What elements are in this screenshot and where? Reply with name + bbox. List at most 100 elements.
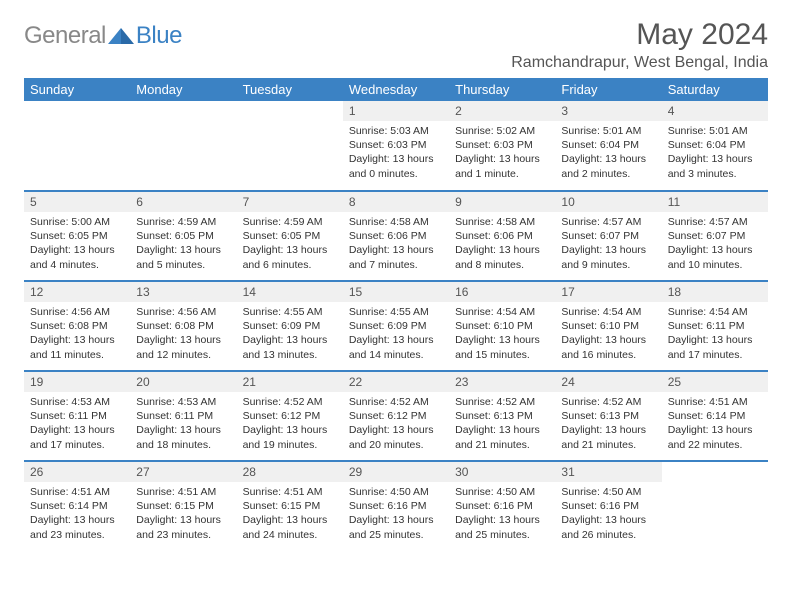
day-content: Sunrise: 4:58 AMSunset: 6:06 PMDaylight:… <box>449 212 555 278</box>
day-text-line: Daylight: 13 hours <box>455 423 549 437</box>
location-label: Ramchandrapur, West Bengal, India <box>511 54 768 72</box>
calendar-cell: 4Sunrise: 5:01 AMSunset: 6:04 PMDaylight… <box>662 101 768 191</box>
day-text-line: Daylight: 13 hours <box>243 513 337 527</box>
day-text-line: Sunrise: 4:52 AM <box>243 395 337 409</box>
day-number: 26 <box>24 462 130 482</box>
day-content: Sunrise: 4:53 AMSunset: 6:11 PMDaylight:… <box>24 392 130 458</box>
calendar-cell <box>130 101 236 191</box>
calendar-cell: 11Sunrise: 4:57 AMSunset: 6:07 PMDayligh… <box>662 191 768 281</box>
day-text-line: Sunset: 6:14 PM <box>668 409 762 423</box>
day-text-line: Daylight: 13 hours <box>136 243 230 257</box>
day-text-line: and 19 minutes. <box>243 438 337 452</box>
day-text-line: and 4 minutes. <box>30 258 124 272</box>
day-content: Sunrise: 4:55 AMSunset: 6:09 PMDaylight:… <box>237 302 343 368</box>
month-title: May 2024 <box>511 18 768 52</box>
calendar-table: SundayMondayTuesdayWednesdayThursdayFrid… <box>24 78 768 551</box>
calendar-cell: 10Sunrise: 4:57 AMSunset: 6:07 PMDayligh… <box>555 191 661 281</box>
day-number: 28 <box>237 462 343 482</box>
calendar-cell: 8Sunrise: 4:58 AMSunset: 6:06 PMDaylight… <box>343 191 449 281</box>
day-text-line: and 15 minutes. <box>455 348 549 362</box>
day-content: Sunrise: 4:54 AMSunset: 6:11 PMDaylight:… <box>662 302 768 368</box>
day-text-line: Sunrise: 4:52 AM <box>349 395 443 409</box>
day-text-line: and 6 minutes. <box>243 258 337 272</box>
day-number: 7 <box>237 192 343 212</box>
calendar-cell: 26Sunrise: 4:51 AMSunset: 6:14 PMDayligh… <box>24 461 130 551</box>
day-text-line: Sunset: 6:04 PM <box>561 138 655 152</box>
day-text-line: Sunrise: 4:55 AM <box>349 305 443 319</box>
calendar-week-row: 5Sunrise: 5:00 AMSunset: 6:05 PMDaylight… <box>24 191 768 281</box>
day-content: Sunrise: 4:52 AMSunset: 6:12 PMDaylight:… <box>343 392 449 458</box>
calendar-cell: 27Sunrise: 4:51 AMSunset: 6:15 PMDayligh… <box>130 461 236 551</box>
day-text-line: Sunrise: 4:50 AM <box>349 485 443 499</box>
day-text-line: and 7 minutes. <box>349 258 443 272</box>
day-text-line: Sunrise: 5:01 AM <box>561 124 655 138</box>
day-text-line: Daylight: 13 hours <box>561 513 655 527</box>
day-text-line: and 16 minutes. <box>561 348 655 362</box>
day-content: Sunrise: 5:02 AMSunset: 6:03 PMDaylight:… <box>449 121 555 187</box>
day-text-line: Daylight: 13 hours <box>561 152 655 166</box>
day-text-line: Sunrise: 4:58 AM <box>455 215 549 229</box>
day-text-line: Daylight: 13 hours <box>455 243 549 257</box>
day-text-line: Sunset: 6:08 PM <box>30 319 124 333</box>
calendar-cell: 17Sunrise: 4:54 AMSunset: 6:10 PMDayligh… <box>555 281 661 371</box>
day-text-line: Sunset: 6:09 PM <box>243 319 337 333</box>
day-text-line: Sunrise: 4:58 AM <box>349 215 443 229</box>
calendar-week-row: 12Sunrise: 4:56 AMSunset: 6:08 PMDayligh… <box>24 281 768 371</box>
day-text-line: Sunrise: 4:57 AM <box>668 215 762 229</box>
calendar-cell: 3Sunrise: 5:01 AMSunset: 6:04 PMDaylight… <box>555 101 661 191</box>
day-text-line: Daylight: 13 hours <box>136 513 230 527</box>
day-text-line: Daylight: 13 hours <box>455 152 549 166</box>
day-text-line: and 12 minutes. <box>136 348 230 362</box>
day-text-line: Daylight: 13 hours <box>243 243 337 257</box>
day-content: Sunrise: 4:56 AMSunset: 6:08 PMDaylight:… <box>24 302 130 368</box>
day-number: 4 <box>662 101 768 121</box>
day-text-line: Sunrise: 5:01 AM <box>668 124 762 138</box>
day-text-line: Sunset: 6:15 PM <box>243 499 337 513</box>
day-text-line: Sunrise: 4:50 AM <box>455 485 549 499</box>
day-number: 8 <box>343 192 449 212</box>
day-text-line: Daylight: 13 hours <box>349 243 443 257</box>
day-header-saturday: Saturday <box>662 78 768 101</box>
header-right: May 2024 Ramchandrapur, West Bengal, Ind… <box>511 18 768 72</box>
day-text-line: and 3 minutes. <box>668 167 762 181</box>
day-number: 14 <box>237 282 343 302</box>
day-content: Sunrise: 4:50 AMSunset: 6:16 PMDaylight:… <box>343 482 449 548</box>
day-text-line: Daylight: 13 hours <box>30 243 124 257</box>
day-content: Sunrise: 4:57 AMSunset: 6:07 PMDaylight:… <box>555 212 661 278</box>
day-text-line: Daylight: 13 hours <box>136 423 230 437</box>
day-text-line: Daylight: 13 hours <box>30 333 124 347</box>
day-text-line: Sunrise: 4:50 AM <box>561 485 655 499</box>
day-text-line: Sunset: 6:12 PM <box>243 409 337 423</box>
day-text-line: Sunset: 6:15 PM <box>136 499 230 513</box>
day-text-line: Daylight: 13 hours <box>455 333 549 347</box>
day-content: Sunrise: 4:56 AMSunset: 6:08 PMDaylight:… <box>130 302 236 368</box>
day-text-line: and 17 minutes. <box>30 438 124 452</box>
day-content: Sunrise: 4:57 AMSunset: 6:07 PMDaylight:… <box>662 212 768 278</box>
day-content: Sunrise: 4:51 AMSunset: 6:14 PMDaylight:… <box>662 392 768 458</box>
day-content: Sunrise: 4:54 AMSunset: 6:10 PMDaylight:… <box>449 302 555 368</box>
day-number: 23 <box>449 372 555 392</box>
day-number: 5 <box>24 192 130 212</box>
calendar-cell: 9Sunrise: 4:58 AMSunset: 6:06 PMDaylight… <box>449 191 555 281</box>
day-number: 13 <box>130 282 236 302</box>
day-text-line: and 20 minutes. <box>349 438 443 452</box>
day-content: Sunrise: 4:59 AMSunset: 6:05 PMDaylight:… <box>130 212 236 278</box>
day-text-line: Sunset: 6:13 PM <box>455 409 549 423</box>
calendar-cell: 12Sunrise: 4:56 AMSunset: 6:08 PMDayligh… <box>24 281 130 371</box>
day-text-line: Sunrise: 4:54 AM <box>561 305 655 319</box>
day-text-line: and 13 minutes. <box>243 348 337 362</box>
day-text-line: Sunrise: 4:59 AM <box>136 215 230 229</box>
day-text-line: Sunset: 6:10 PM <box>455 319 549 333</box>
day-content: Sunrise: 4:54 AMSunset: 6:10 PMDaylight:… <box>555 302 661 368</box>
day-text-line: Sunset: 6:13 PM <box>561 409 655 423</box>
day-text-line: and 9 minutes. <box>561 258 655 272</box>
calendar-cell: 2Sunrise: 5:02 AMSunset: 6:03 PMDaylight… <box>449 101 555 191</box>
calendar-cell <box>24 101 130 191</box>
day-number: 17 <box>555 282 661 302</box>
calendar-cell: 14Sunrise: 4:55 AMSunset: 6:09 PMDayligh… <box>237 281 343 371</box>
day-text-line: Daylight: 13 hours <box>349 513 443 527</box>
day-text-line: and 0 minutes. <box>349 167 443 181</box>
day-text-line: and 23 minutes. <box>30 528 124 542</box>
day-text-line: Sunset: 6:16 PM <box>455 499 549 513</box>
day-text-line: Sunset: 6:09 PM <box>349 319 443 333</box>
